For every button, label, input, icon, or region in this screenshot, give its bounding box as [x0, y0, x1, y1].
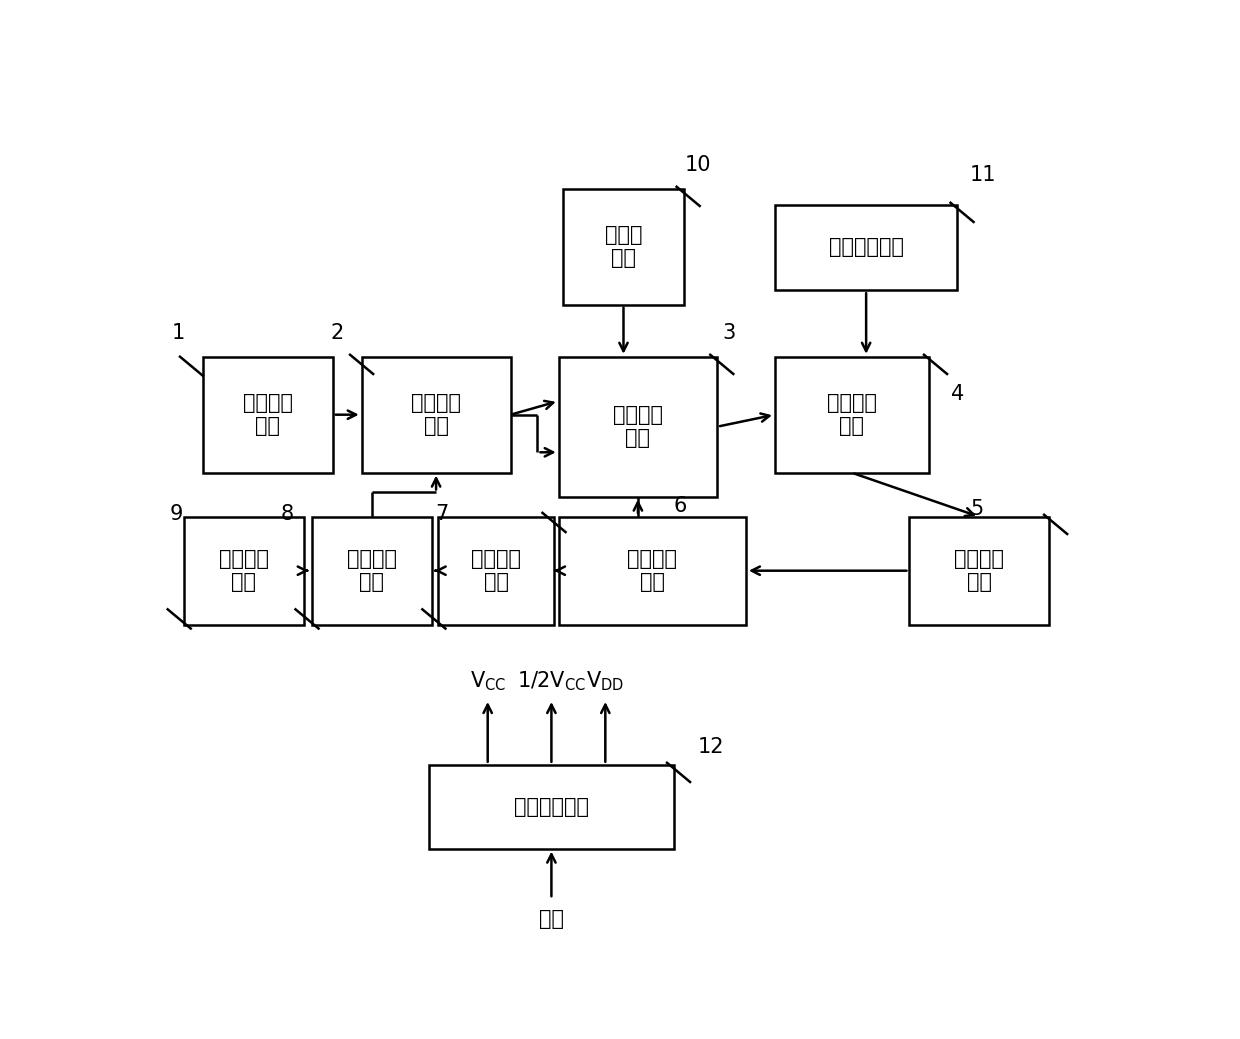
Bar	[362, 356, 511, 473]
Text: 11: 11	[970, 165, 997, 185]
Text: 断电保护
模块: 断电保护 模块	[347, 549, 397, 592]
Text: V$_{\mathregular{CC}}$: V$_{\mathregular{CC}}$	[470, 669, 506, 693]
Text: 过流判断
模块: 过流判断 模块	[471, 549, 521, 592]
Text: 1: 1	[171, 323, 185, 343]
Text: 5: 5	[970, 499, 983, 518]
Text: 电流设置
模块: 电流设置 模块	[243, 393, 293, 436]
Bar	[909, 516, 1049, 624]
Text: 市电: 市电	[539, 909, 564, 929]
Text: 9: 9	[170, 504, 182, 525]
Bar	[429, 765, 675, 849]
Text: 4: 4	[951, 384, 963, 404]
Text: 8: 8	[281, 504, 294, 525]
Bar	[558, 356, 717, 497]
Text: 7: 7	[435, 504, 448, 525]
Text: V$_{\mathregular{DD}}$: V$_{\mathregular{DD}}$	[587, 669, 625, 693]
Text: 3: 3	[722, 323, 735, 343]
Text: 超温判断
模块: 超温判断 模块	[219, 549, 269, 592]
Text: 10: 10	[684, 155, 712, 175]
Bar	[775, 356, 929, 473]
Bar	[558, 516, 746, 624]
Text: 电源管理模块: 电源管理模块	[513, 797, 589, 817]
Text: 6: 6	[675, 497, 687, 516]
Text: 延时补偿
模块: 延时补偿 模块	[954, 549, 1004, 592]
Text: 参考电压模块: 参考电压模块	[828, 238, 904, 258]
Bar	[563, 189, 683, 304]
Text: 功率输出
模块: 功率输出 模块	[613, 405, 663, 448]
Text: 2: 2	[331, 323, 345, 343]
Text: 限幅设置
模块: 限幅设置 模块	[412, 393, 461, 436]
Bar	[311, 516, 432, 624]
Text: 12: 12	[697, 737, 724, 757]
Text: 软启动
模块: 软启动 模块	[605, 225, 642, 268]
Text: 负载判断
模块: 负载判断 模块	[827, 393, 877, 436]
Bar	[203, 356, 332, 473]
Bar	[439, 516, 554, 624]
Bar	[184, 516, 304, 624]
Text: 电压跟踪
模块: 电压跟踪 模块	[627, 549, 677, 592]
Bar	[775, 205, 957, 290]
Text: 1/2V$_{\mathregular{CC}}$: 1/2V$_{\mathregular{CC}}$	[517, 669, 587, 693]
